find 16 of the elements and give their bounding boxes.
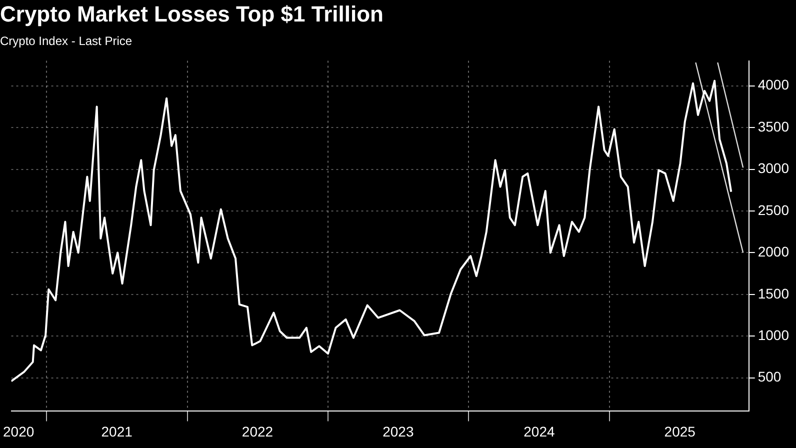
y-tick-label: 1000 — [758, 326, 790, 343]
y-tick-label: 4000 — [758, 76, 790, 93]
y-tick-label: 2500 — [758, 202, 790, 218]
x-tick-label: 2021 — [101, 423, 133, 440]
x-tick-label: 2020 — [3, 423, 34, 440]
y-tick-label: 1500 — [758, 285, 790, 302]
y-tick-label: 500 — [758, 368, 782, 385]
x-tick-label: 2022 — [242, 423, 274, 440]
y-tick-label: 3000 — [758, 160, 790, 176]
chart-title: Crypto Market Losses Top $1 Trillion — [0, 1, 384, 26]
x-tick-label: 2023 — [382, 423, 414, 440]
x-tick-label: 2024 — [524, 423, 555, 440]
y-tick-label: 3500 — [758, 118, 790, 134]
y-tick-label: 2000 — [758, 244, 790, 260]
x-tick-label: 2025 — [664, 423, 696, 440]
chart-subtitle: Crypto Index - Last Price — [0, 34, 132, 48]
